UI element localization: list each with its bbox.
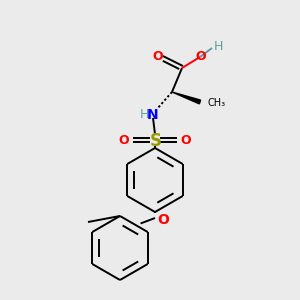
- Text: H: H: [213, 40, 223, 52]
- Text: O: O: [157, 213, 169, 227]
- Text: O: O: [181, 134, 191, 148]
- Polygon shape: [172, 92, 201, 104]
- Text: O: O: [196, 50, 206, 62]
- Text: O: O: [153, 50, 163, 64]
- Text: N: N: [147, 108, 159, 122]
- Text: CH₃: CH₃: [208, 98, 226, 108]
- Text: O: O: [119, 134, 129, 148]
- Text: H: H: [139, 109, 149, 122]
- Text: S: S: [150, 132, 162, 150]
